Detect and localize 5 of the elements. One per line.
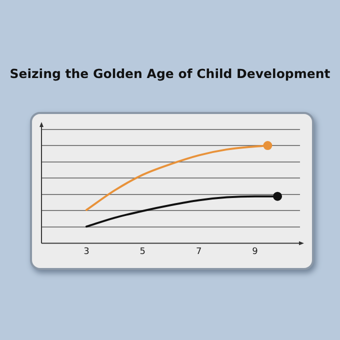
chart-title: Seizing the Golden Age of Child Development [8, 66, 332, 81]
x-tick-label: 7 [196, 246, 202, 257]
x-tick-label: 5 [140, 246, 146, 257]
x-tick-label: 9 [252, 246, 258, 257]
x-tick-label: 3 [84, 246, 90, 257]
